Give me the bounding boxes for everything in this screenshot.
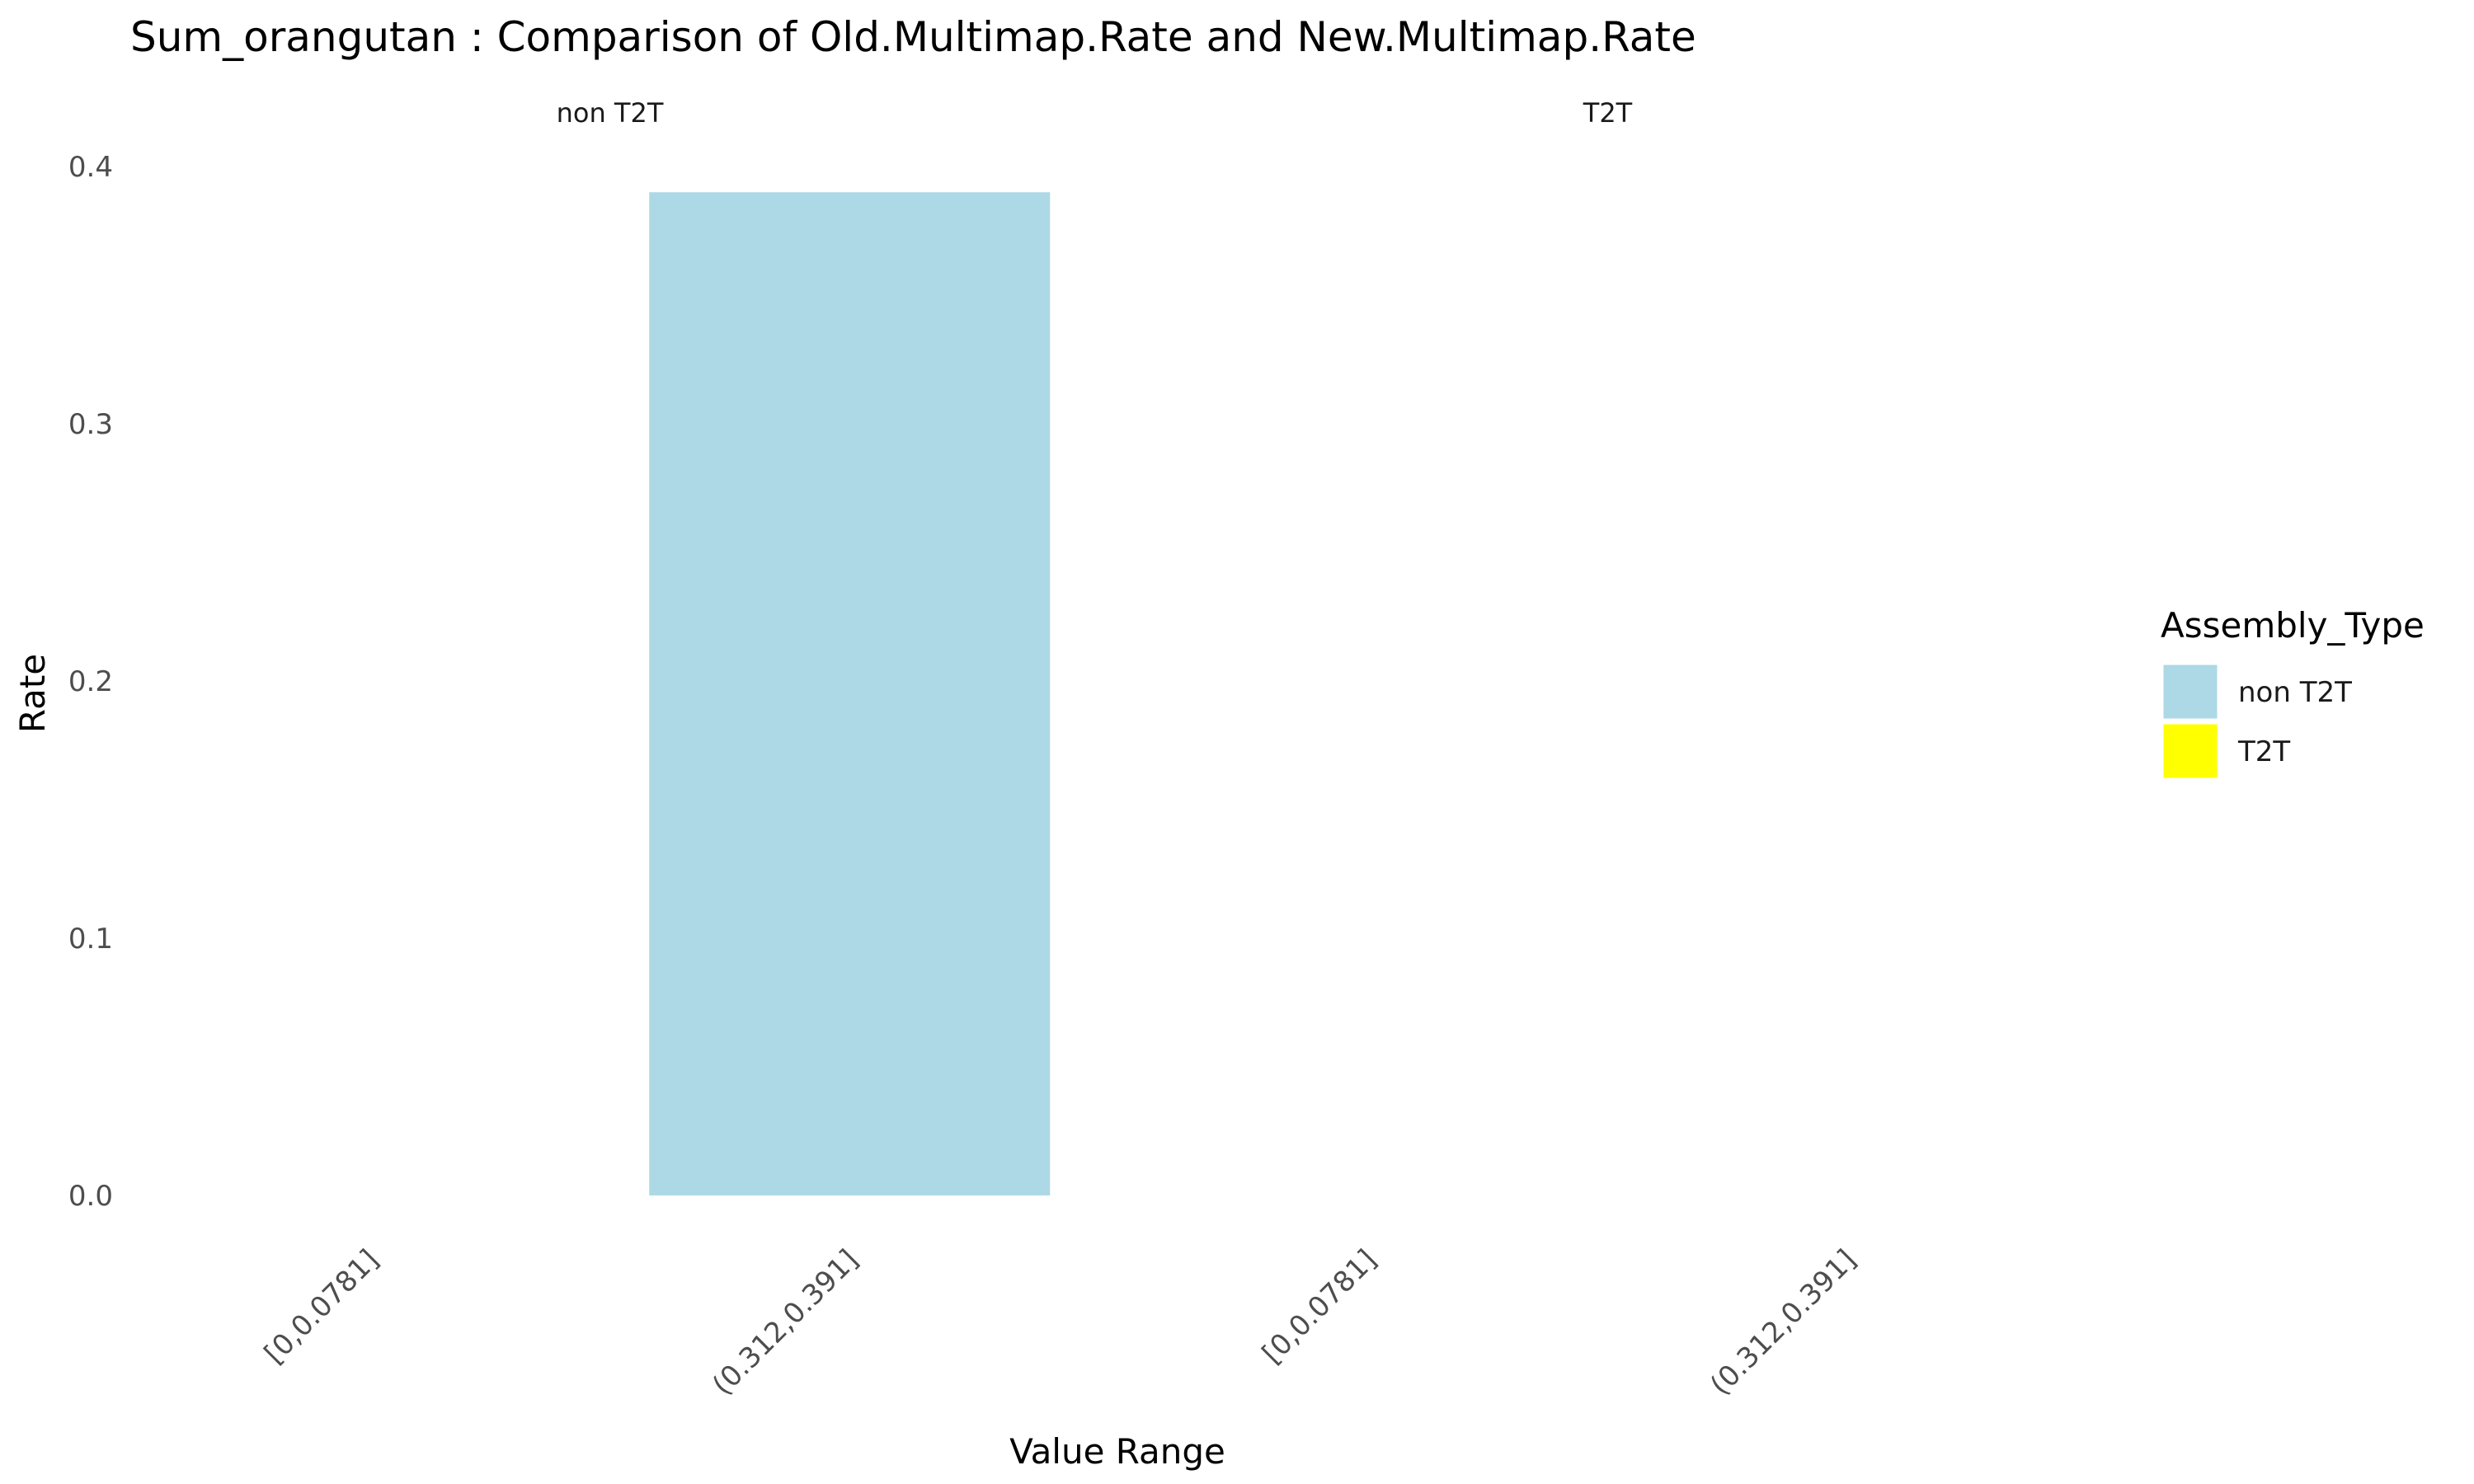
y-tick-label: 0.1 xyxy=(68,923,113,956)
legend: Assembly_Type non T2T T2T xyxy=(2161,605,2425,781)
y-tick-label: 0.4 xyxy=(68,151,113,184)
facet-panels: non T2T [0,0.0781] (0.312,0.391] T2T [0,0.07… xyxy=(258,97,1863,1402)
y-tick-label: 0.2 xyxy=(68,665,113,698)
y-tick-label: 0.0 xyxy=(68,1180,113,1213)
legend-items: non T2T T2T xyxy=(2161,662,2352,781)
x-tick-label: [0,0.0781] xyxy=(1256,1243,1383,1370)
bar xyxy=(649,192,1051,1196)
y-axis-title: Rate xyxy=(12,654,53,733)
y-tick-label: 0.3 xyxy=(68,408,113,441)
legend-title: Assembly_Type xyxy=(2161,605,2425,646)
x-tick-label: [0,0.0781] xyxy=(258,1243,385,1370)
x-tick-label: (0.312,0.391] xyxy=(1704,1243,1862,1402)
chart-title: Sum_orangutan : Comparison of Old.Multim… xyxy=(130,13,1696,61)
facet-strip-label: non T2T xyxy=(557,97,664,129)
facet-strip-label: T2T xyxy=(1583,97,1633,129)
facet-panel: non T2T [0,0.0781] (0.312,0.391] xyxy=(258,97,1051,1402)
x-axis-title: Value Range xyxy=(1009,1431,1225,1472)
legend-swatch xyxy=(2161,662,2220,721)
legend-swatch xyxy=(2161,721,2220,781)
facet-panel: T2T [0,0.0781] (0.312,0.391] xyxy=(1256,97,1863,1402)
legend-label: non T2T xyxy=(2238,676,2352,709)
x-tick-label: (0.312,0.391] xyxy=(706,1243,864,1402)
legend-label: T2T xyxy=(2237,735,2290,768)
y-axis-ticks: 0.0 0.1 0.2 0.3 0.4 xyxy=(68,151,113,1213)
